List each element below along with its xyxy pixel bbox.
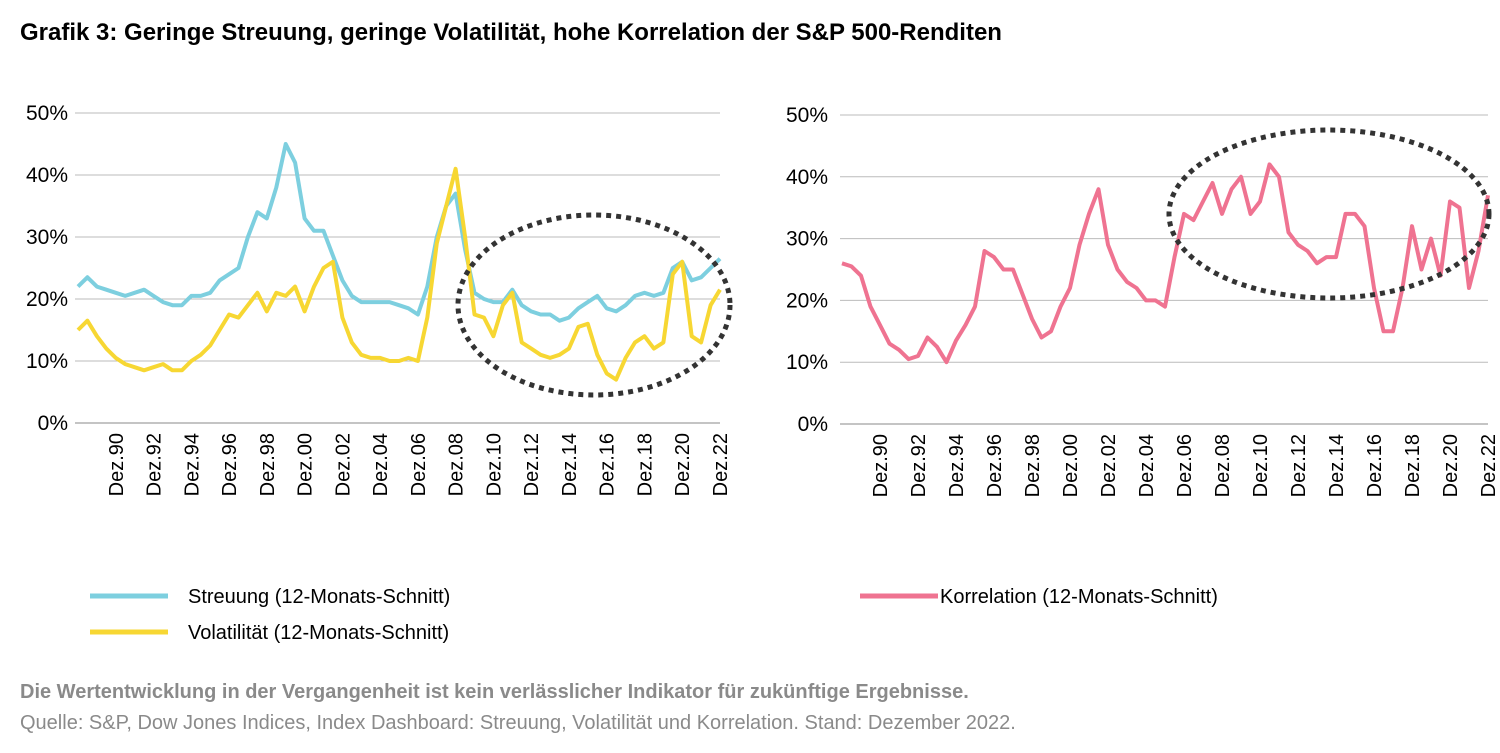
y-tick-label: 50% [26, 102, 68, 125]
x-tick-label: Dez.22 [1478, 434, 1500, 497]
y-tick-label: 10% [26, 350, 68, 373]
page-title: Grafik 3: Geringe Streuung, geringe Vola… [20, 19, 1002, 46]
x-tick-label: Dez.18 [634, 433, 656, 496]
x-tick-label: Dez.06 [1174, 434, 1196, 497]
x-tick-label: Dez.04 [1136, 434, 1158, 497]
x-tick-label: Dez.92 [144, 433, 166, 496]
note: Die Wertentwicklung in der Vergangenheit… [20, 681, 969, 703]
y-tick-label: 40% [786, 166, 828, 189]
y-tick-label: 30% [26, 226, 68, 249]
x-tick-label: Dez.08 [446, 433, 468, 496]
x-tick-label: Dez.08 [1212, 434, 1234, 497]
x-tick-label: Dez.90 [870, 434, 892, 497]
x-tick-label: Dez.94 [946, 434, 968, 497]
x-tick-label: Dez.12 [1288, 434, 1310, 497]
x-tick-label: Dez.92 [908, 434, 930, 497]
x-tick-label: Dez.20 [672, 433, 694, 496]
x-tick-label: Dez.00 [295, 433, 317, 496]
legend-label: Korrelation (12-Monats-Schnitt) [940, 586, 1218, 608]
x-tick-label: Dez.06 [408, 433, 430, 496]
x-tick-label: Dez.94 [181, 433, 203, 496]
x-tick-label: Dez.98 [257, 433, 279, 496]
x-tick-label: Dez.00 [1060, 434, 1082, 497]
y-tick-label: 20% [26, 288, 68, 311]
legend-label: Volatilität (12-Monats-Schnitt) [188, 622, 449, 644]
x-tick-label: Dez.96 [984, 434, 1006, 497]
y-tick-label: 30% [786, 228, 828, 251]
x-tick-label: Dez.20 [1440, 434, 1462, 497]
x-tick-label: Dez.10 [483, 433, 505, 496]
data-line [76, 142, 722, 323]
data-line [76, 166, 722, 382]
x-tick-label: Dez.14 [1326, 434, 1348, 497]
x-tick-label: Dez.22 [710, 433, 732, 496]
y-tick-label: 40% [26, 164, 68, 187]
x-tick-label: Dez.16 [597, 433, 619, 496]
x-tick-label: Dez.10 [1250, 434, 1272, 497]
x-tick-label: Dez.90 [106, 433, 128, 496]
x-tick-label: Dez.12 [521, 433, 543, 496]
data-line [841, 162, 1490, 365]
y-tick-label: 0% [798, 413, 828, 436]
x-tick-label: Dez.18 [1402, 434, 1424, 497]
legend-label: Streuung (12-Monats-Schnitt) [188, 586, 450, 608]
x-tick-label: Dez.14 [559, 433, 581, 496]
x-tick-label: Dez.04 [370, 433, 392, 496]
y-tick-label: 10% [786, 351, 828, 374]
x-tick-label: Dez.02 [1098, 434, 1120, 497]
y-tick-label: 20% [786, 289, 828, 312]
x-tick-label: Dez.02 [332, 433, 354, 496]
y-tick-label: 0% [38, 412, 68, 435]
source: Quelle: S&P, Dow Jones Indices, Index Da… [20, 712, 1016, 734]
highlight-ellipse [455, 212, 733, 398]
x-tick-label: Dez.16 [1364, 434, 1386, 497]
highlight-ellipse [1166, 127, 1492, 301]
x-tick-label: Dez.96 [219, 433, 241, 496]
x-tick-label: Dez.98 [1022, 434, 1044, 497]
y-tick-label: 50% [786, 104, 828, 127]
